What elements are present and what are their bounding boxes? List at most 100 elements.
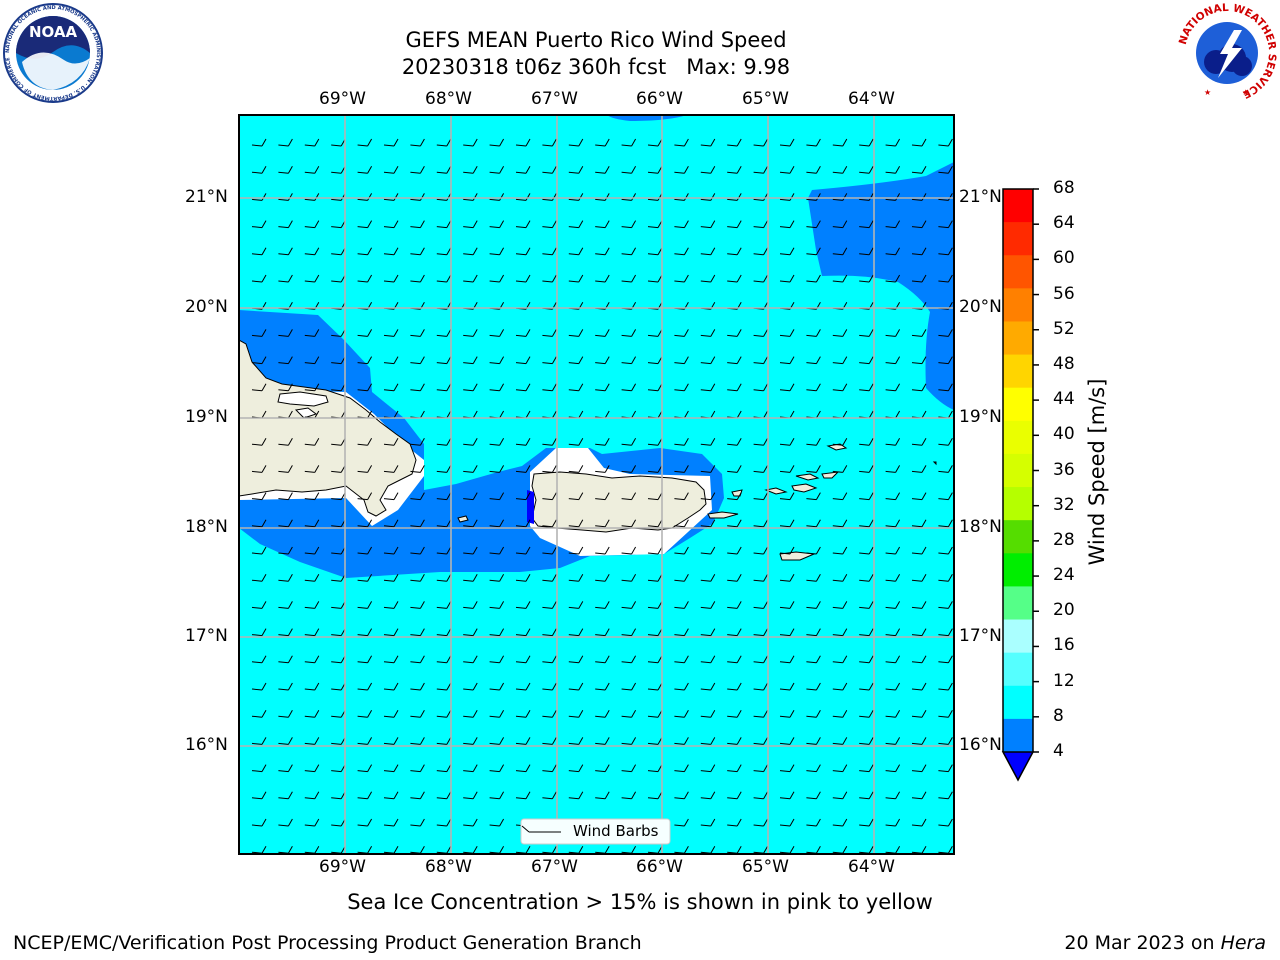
wind-barb bbox=[436, 247, 452, 256]
wind-barb bbox=[938, 764, 953, 773]
wind-barb bbox=[251, 709, 267, 718]
wind-barb bbox=[727, 138, 742, 147]
wind-barbs-legend bbox=[520, 818, 671, 845]
wind-barb bbox=[595, 709, 610, 718]
wind-barb bbox=[383, 791, 399, 800]
wind-barb bbox=[832, 247, 848, 256]
wind-barb bbox=[357, 437, 373, 446]
wind-barb bbox=[383, 356, 399, 365]
wind-barb bbox=[489, 737, 505, 745]
wind-barb bbox=[621, 138, 637, 147]
wind-barb bbox=[832, 138, 848, 147]
wind-barb bbox=[621, 220, 637, 229]
wind-barb bbox=[595, 737, 610, 745]
lon-label-top: 68°W bbox=[425, 89, 472, 109]
wind-barb bbox=[410, 573, 425, 582]
wind-barb bbox=[410, 737, 425, 745]
wind-barb bbox=[779, 274, 795, 283]
wind-barb bbox=[357, 628, 373, 637]
wind-barb bbox=[436, 709, 452, 718]
colorbar-tick-label: 4 bbox=[1053, 741, 1064, 761]
wind-barb bbox=[674, 655, 689, 664]
wind-barb bbox=[568, 764, 584, 773]
wind-barb bbox=[357, 601, 373, 609]
wind-barb bbox=[859, 356, 874, 365]
colorbar-cell bbox=[1003, 586, 1033, 621]
wind-barb bbox=[859, 573, 874, 582]
wind-barb bbox=[832, 356, 848, 365]
wind-barb bbox=[832, 519, 848, 528]
wind-barb bbox=[779, 356, 795, 365]
wind-barb bbox=[779, 737, 795, 745]
wind-barb bbox=[568, 682, 584, 691]
wind-barb bbox=[753, 737, 769, 745]
wind-barb bbox=[410, 519, 425, 528]
wind-barb bbox=[568, 165, 584, 174]
svg-text:★: ★ bbox=[1242, 88, 1249, 97]
wind-barb bbox=[727, 274, 742, 283]
colorbar-tick-label: 12 bbox=[1053, 670, 1075, 691]
wind-barb bbox=[542, 165, 557, 174]
wind-barb bbox=[674, 546, 689, 555]
wind-barb bbox=[727, 682, 742, 691]
wind-barb bbox=[779, 138, 795, 147]
colorbar-tick-label: 36 bbox=[1053, 459, 1075, 480]
lon-label-bottom: 67°W bbox=[531, 857, 578, 877]
wind-barb bbox=[621, 383, 637, 392]
wind-barb bbox=[674, 383, 689, 392]
wind-barb bbox=[278, 791, 293, 800]
wind-barb bbox=[542, 519, 557, 528]
wind-barb bbox=[568, 546, 584, 555]
wind-barb bbox=[568, 220, 584, 229]
wind-barb bbox=[779, 764, 795, 773]
wind-barb bbox=[304, 356, 320, 365]
wind-barb bbox=[463, 519, 478, 528]
wind-barb bbox=[304, 165, 320, 174]
wind-barb bbox=[489, 193, 505, 201]
wind-barb bbox=[515, 165, 531, 174]
colorbar-cell bbox=[1003, 619, 1033, 654]
wind-barb bbox=[832, 791, 848, 800]
wind-barb bbox=[859, 329, 874, 337]
wind-barb bbox=[621, 791, 637, 800]
wind-barb bbox=[859, 383, 874, 392]
wind-barb bbox=[463, 764, 478, 773]
wind-barb bbox=[806, 737, 821, 745]
wind-barb bbox=[515, 791, 531, 800]
wind-barb bbox=[700, 737, 716, 745]
wind-barb bbox=[463, 274, 478, 283]
wind-barb bbox=[911, 655, 927, 664]
wind-barb bbox=[357, 655, 373, 664]
wind-barb bbox=[568, 465, 584, 473]
wind-barb bbox=[304, 465, 320, 473]
wind-barb bbox=[383, 138, 399, 147]
wind-barb bbox=[621, 356, 637, 365]
wind-barb bbox=[753, 274, 769, 283]
wind-barb bbox=[251, 519, 267, 528]
wind-barb bbox=[278, 274, 293, 283]
wind-barb bbox=[885, 737, 901, 745]
wind-barb bbox=[568, 329, 584, 337]
wind-barb bbox=[304, 601, 320, 609]
wind-barb bbox=[489, 247, 505, 256]
wind-barb bbox=[542, 383, 557, 392]
wind-barb bbox=[911, 138, 927, 147]
wind-barb bbox=[859, 764, 874, 773]
wind-barb bbox=[727, 628, 742, 637]
lat-label-right: 17°N bbox=[959, 626, 1002, 646]
wind-barb bbox=[595, 165, 610, 174]
wind-barb bbox=[568, 655, 584, 664]
wind-barb bbox=[436, 465, 452, 473]
wind-barb bbox=[489, 138, 505, 147]
wind-barb bbox=[436, 573, 452, 582]
wind-barb bbox=[595, 465, 610, 473]
wind-barb bbox=[938, 193, 953, 201]
wind-barb bbox=[383, 737, 399, 745]
wind-barb bbox=[753, 655, 769, 664]
wind-barb bbox=[700, 138, 716, 147]
wind-barb bbox=[251, 165, 267, 174]
wind-barb bbox=[383, 818, 399, 827]
lat-label-left: 17°N bbox=[185, 626, 228, 646]
wind-barb bbox=[753, 329, 769, 337]
wind-barb bbox=[463, 682, 478, 691]
